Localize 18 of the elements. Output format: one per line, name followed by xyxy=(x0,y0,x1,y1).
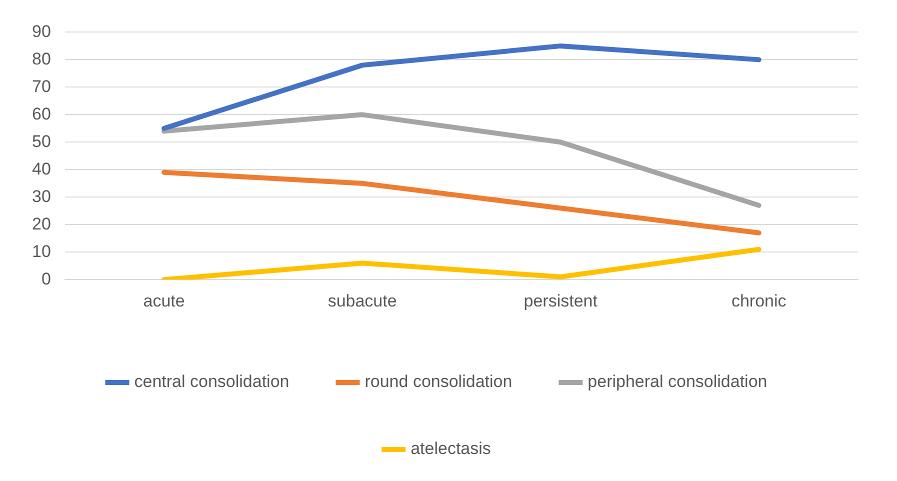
y-tick-label: 50 xyxy=(32,132,51,151)
y-tick-label: 70 xyxy=(32,76,51,96)
x-tick-label: acute xyxy=(143,291,185,310)
y-tick-label: 90 xyxy=(32,22,51,41)
x-tick-label: chronic xyxy=(731,291,787,310)
y-tick-label: 0 xyxy=(41,269,51,288)
legend-label: round consolidation xyxy=(364,372,512,392)
y-tick-label: 20 xyxy=(32,214,51,234)
y-tick-label: 40 xyxy=(32,159,51,178)
y-tick-label: 80 xyxy=(32,49,51,68)
y-tick-label: 60 xyxy=(32,104,51,124)
legend-label: atelectasis xyxy=(410,439,491,458)
y-tick-label: 30 xyxy=(32,186,51,206)
x-tick-label: subacute xyxy=(328,291,397,310)
legend-label: central consolidation xyxy=(134,372,290,392)
y-tick-label: 10 xyxy=(32,242,51,261)
legend-label: peripheral consolidation xyxy=(588,372,768,392)
x-tick-label: persistent xyxy=(524,291,598,310)
